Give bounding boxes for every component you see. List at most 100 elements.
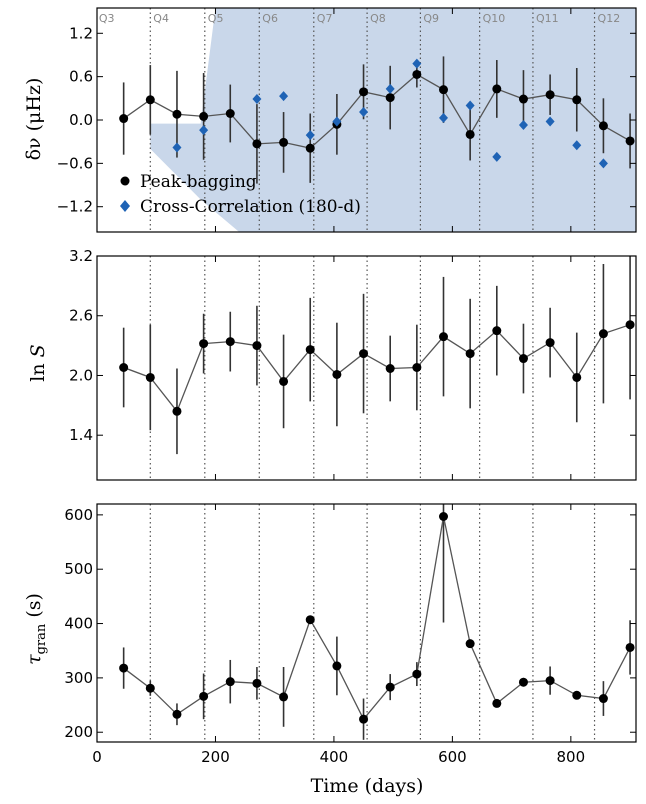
panel-frequency-shift: Q3 Q4 Q5 Q6 Q7 Q8 Q9 Q10 Q11 Q12 −1.2 −0.6 0.0 0.6 1.…: [23, 7, 637, 233]
data-point: [119, 363, 129, 373]
plot-frame: [96, 255, 637, 481]
y-tick-label: 300: [64, 669, 93, 687]
data-point: [119, 114, 129, 124]
x-axis-label: Time (days): [311, 775, 424, 797]
plot-frame: [96, 503, 637, 743]
data-point-diamond: [279, 91, 289, 102]
quarter-labels: Q3 Q4 Q5 Q6 Q7 Q8 Q9 Q10 Q11 Q12: [99, 12, 620, 25]
quarter-boundaries: [149, 256, 596, 480]
data-point-diamond: [305, 130, 315, 141]
legend-label-cross-correlation: Cross-Correlation (180-d): [140, 197, 361, 217]
data-point: [412, 669, 422, 679]
data-point: [518, 354, 528, 364]
data-point-diamond: [199, 125, 209, 136]
data-point-diamond: [439, 112, 448, 123]
data-point: [172, 406, 182, 416]
x-tick-label: 400: [320, 748, 349, 766]
y-axis-label: τgran (s): [23, 593, 49, 665]
axes: 1.4 2.0 2.6 3.2: [69, 247, 637, 481]
data-point: [305, 143, 315, 153]
data-point: [598, 694, 608, 704]
y-tick-label: 2.0: [69, 366, 93, 384]
data-point: [225, 677, 235, 687]
data-point-diamond: [465, 100, 475, 111]
quarter-label: Q12: [598, 12, 621, 25]
series-line: [123, 324, 631, 413]
data-point: [545, 676, 555, 686]
quarter-label: Q5: [208, 12, 224, 25]
legend-marker-peak-bagging: [120, 176, 130, 186]
y-tick-label: 0.0: [69, 111, 93, 129]
data-point: [359, 349, 369, 359]
y-tick-label: 200: [64, 723, 93, 741]
y-tick-label: 3.2: [69, 247, 93, 265]
x-tick-label: 800: [557, 748, 586, 766]
data-point: [172, 109, 182, 119]
data-point-diamond: [545, 116, 555, 127]
data-point: [572, 690, 582, 700]
data-point: [145, 683, 155, 693]
data-point-diamond: [598, 158, 608, 169]
data-point: [412, 69, 422, 79]
y-axis-label: ln S: [27, 344, 49, 381]
data-point-diamond: [518, 120, 528, 131]
legend-marker-cross-correlation: [120, 200, 130, 212]
data-point-diamond: [412, 58, 422, 69]
data-point: [518, 94, 528, 104]
data-point: [385, 682, 395, 692]
data-point: [225, 337, 235, 347]
y-tick-label: 1.2: [69, 24, 93, 42]
data-point: [145, 372, 155, 382]
data-point: [439, 85, 448, 95]
x-tick-label: 0: [92, 748, 102, 766]
quarter-label: Q3: [99, 12, 115, 25]
data-marks: [119, 56, 635, 184]
quarter-boundaries: [149, 504, 596, 742]
quarter-label: Q10: [483, 12, 506, 25]
data-marks: [119, 504, 635, 740]
data-point-diamond: [172, 142, 182, 153]
data-point: [572, 372, 582, 382]
data-point: [465, 349, 475, 359]
quarter-label: Q9: [423, 12, 439, 25]
data-point: [465, 129, 475, 139]
data-point: [598, 121, 608, 131]
data-point: [279, 692, 289, 702]
data-point: [492, 698, 502, 708]
axes: −1.2 −0.6 0.0 0.6 1.2: [57, 7, 637, 233]
data-point: [199, 111, 209, 121]
data-point-diamond: [332, 116, 342, 127]
y-tick-label: 600: [64, 506, 93, 524]
coverage-band: [150, 8, 636, 232]
data-point: [279, 376, 289, 386]
series-0: [119, 504, 635, 740]
y-axis-label: δν (μHz): [23, 78, 45, 161]
data-marks: [119, 256, 635, 455]
data-point: [439, 511, 448, 521]
data-point-diamond: [385, 83, 395, 94]
data-point: [359, 714, 369, 724]
series-line: [123, 516, 631, 721]
data-point: [385, 363, 395, 373]
coverage-band-area: [150, 8, 636, 232]
y-tick-label: 500: [64, 560, 93, 578]
data-point: [252, 678, 262, 688]
data-point: [332, 661, 342, 671]
data-point: [518, 677, 528, 687]
y-tick-label: 400: [64, 615, 93, 633]
quarter-label: Q4: [153, 12, 169, 25]
data-point: [119, 663, 129, 673]
data-point: [305, 615, 315, 625]
data-point: [545, 90, 555, 100]
panel-ln-s: 1.4 2.0 2.6 3.2 ln S: [27, 247, 637, 481]
data-point-diamond: [572, 140, 582, 151]
legend-label-peak-bagging: Peak-bagging: [140, 172, 257, 192]
y-tick-label: 1.4: [69, 426, 93, 444]
axes: 200 300 400 500 600: [64, 503, 637, 743]
data-point: [572, 95, 582, 105]
data-point: [625, 136, 635, 146]
data-point: [359, 87, 369, 97]
y-tick-label: 0.6: [69, 68, 93, 86]
